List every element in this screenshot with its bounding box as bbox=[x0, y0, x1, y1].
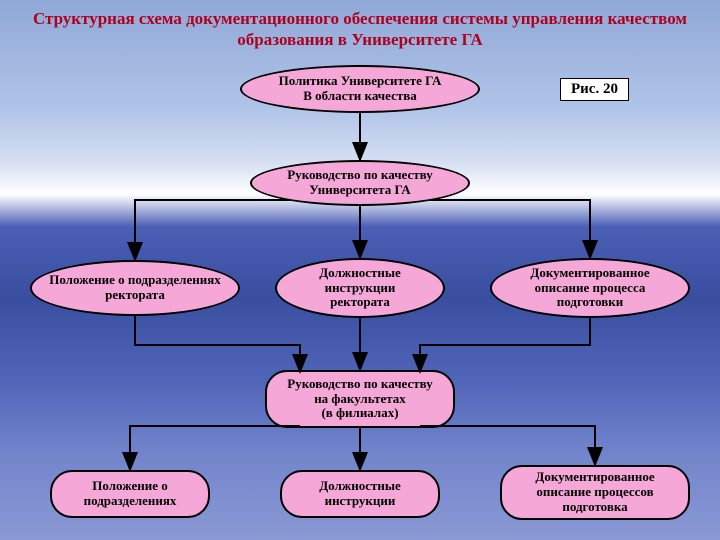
text-line: Положение о подразделениях bbox=[49, 272, 221, 287]
text-line: инструкции bbox=[325, 493, 396, 508]
text-line: Положение о bbox=[92, 478, 167, 493]
node-text: Документированное описание процессов под… bbox=[535, 470, 654, 515]
text-line: подготовки bbox=[557, 294, 624, 309]
text-line: Должностные bbox=[319, 265, 401, 280]
text-line: подразделениях bbox=[84, 493, 177, 508]
text-line: ректората bbox=[105, 287, 165, 302]
text-line: ректората bbox=[330, 294, 390, 309]
text-line: Политика Университете ГА bbox=[279, 73, 442, 88]
text-line: инструкции bbox=[325, 280, 396, 295]
text-line: подготовка bbox=[562, 499, 627, 514]
arrow bbox=[135, 316, 300, 372]
node-job-descriptions-2: Должностные инструкции bbox=[280, 470, 440, 518]
node-faculty-quality-manual: Руководство по качеству на факультетах (… bbox=[265, 370, 455, 428]
node-text: Руководство по качеству на факультетах (… bbox=[287, 377, 432, 422]
arrow bbox=[420, 318, 590, 372]
text-line: Документированное bbox=[530, 265, 649, 280]
text-line: описание процессов bbox=[536, 484, 653, 499]
text-line: Должностные bbox=[319, 478, 401, 493]
node-job-descriptions: Должностные инструкции ректората bbox=[275, 258, 445, 318]
arrow bbox=[430, 200, 590, 258]
diagram-title: Структурная схема документационного обес… bbox=[0, 8, 720, 51]
arrow bbox=[135, 200, 290, 260]
node-text: Должностные инструкции bbox=[319, 479, 401, 509]
node-text: Должностные инструкции ректората bbox=[319, 266, 401, 311]
text-line: описание процесса bbox=[535, 280, 646, 295]
text-line: Руководство по качеству bbox=[287, 167, 432, 182]
node-text: Положение о подразделениях bbox=[84, 479, 177, 509]
arrow bbox=[130, 426, 300, 470]
node-dept-regulations-2: Положение о подразделениях bbox=[50, 470, 210, 518]
title-line-2: образования в Университете ГА bbox=[237, 30, 482, 49]
node-dept-regulations: Положение о подразделениях ректората bbox=[30, 260, 240, 316]
text-line: В области качества bbox=[303, 88, 417, 103]
node-text: Руководство по качеству Университета ГА bbox=[287, 168, 432, 198]
node-text: Положение о подразделениях ректората bbox=[49, 273, 221, 303]
title-line-1: Структурная схема документационного обес… bbox=[33, 9, 687, 28]
arrow bbox=[420, 426, 595, 465]
text-line: Университета ГА bbox=[309, 182, 410, 197]
node-text: Политика Университете ГА В области качес… bbox=[279, 74, 442, 104]
node-quality-manual: Руководство по качеству Университета ГА bbox=[250, 160, 470, 206]
text-line: Документированное bbox=[535, 469, 654, 484]
text-line: (в филиалах) bbox=[321, 405, 398, 420]
node-policy: Политика Университете ГА В области качес… bbox=[240, 65, 480, 113]
diagram-stage: Структурная схема документационного обес… bbox=[0, 0, 720, 540]
node-documented-process-2: Документированное описание процессов под… bbox=[500, 465, 690, 520]
figure-label: Рис. 20 bbox=[560, 78, 629, 101]
node-documented-process: Документированное описание процесса подг… bbox=[490, 258, 690, 318]
text-line: Руководство по качеству bbox=[287, 376, 432, 391]
text-line: на факультетах bbox=[314, 391, 406, 406]
node-text: Документированное описание процесса подг… bbox=[530, 266, 649, 311]
